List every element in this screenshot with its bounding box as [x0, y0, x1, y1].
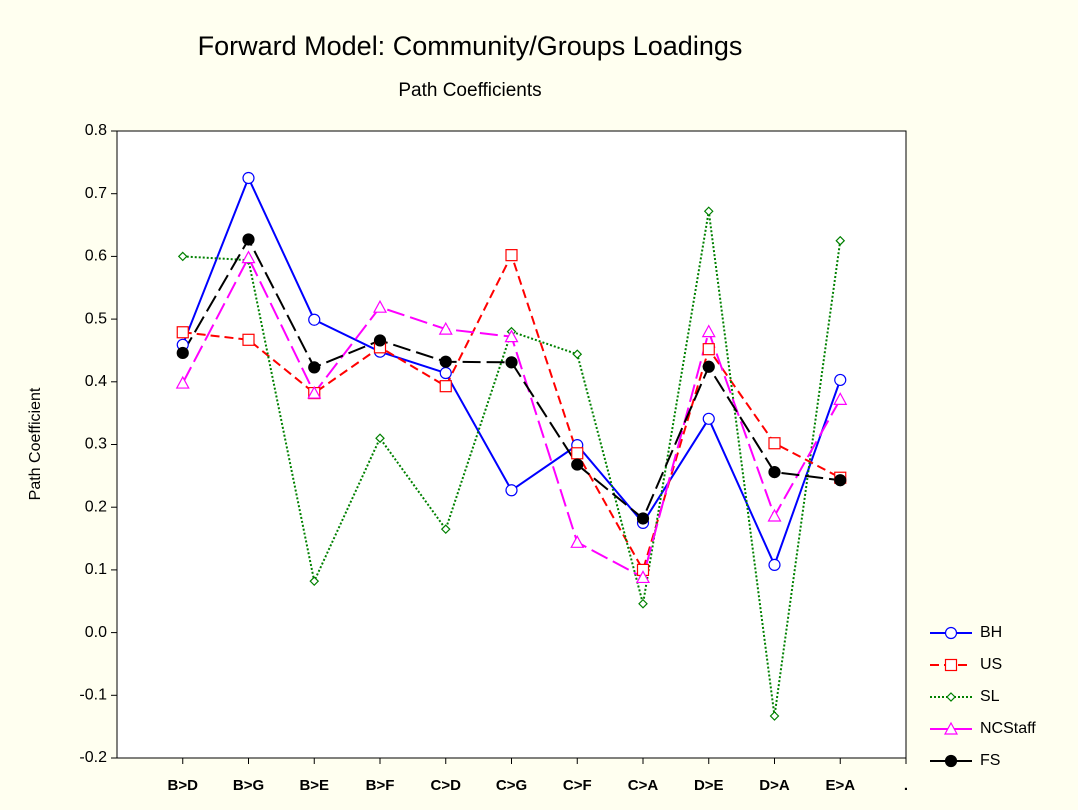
- point: [834, 474, 847, 487]
- legend-marker: [944, 754, 958, 768]
- x-tick-label: B>D: [168, 777, 199, 794]
- point: [438, 321, 453, 335]
- point: [570, 535, 585, 548]
- point: [767, 508, 782, 522]
- y-tick-label: 0.2: [85, 498, 107, 515]
- x-tick-label: D>A: [759, 777, 790, 794]
- y-tick-label: 0.7: [85, 185, 107, 202]
- point: [769, 711, 780, 721]
- point: [572, 349, 583, 360]
- point: [635, 570, 651, 584]
- point: [768, 437, 781, 450]
- x-tick-label: C>G: [496, 777, 527, 794]
- chart-subtitle: Path Coefficients: [398, 80, 541, 101]
- point: [176, 326, 189, 339]
- x-tick-label: B>G: [233, 777, 264, 794]
- x-tick-label: .: [904, 777, 908, 794]
- point: [309, 576, 320, 587]
- point: [175, 375, 190, 389]
- point: [440, 524, 451, 534]
- chart-title: Forward Model: Community/Groups Loadings: [198, 31, 743, 61]
- point: [702, 360, 715, 373]
- y-tick-label: 0.0: [85, 624, 107, 641]
- point: [571, 458, 584, 471]
- point: [372, 299, 388, 313]
- point: [833, 392, 848, 405]
- y-axis-label: Path Coefficient: [27, 387, 44, 500]
- legend-label: US: [980, 656, 1002, 673]
- y-tick-label: 0.3: [85, 436, 107, 453]
- x-tick-label: C>A: [628, 777, 659, 794]
- point: [702, 343, 715, 356]
- point: [701, 324, 716, 338]
- y-tick-label: -0.1: [79, 687, 107, 704]
- point: [505, 484, 518, 497]
- point: [636, 512, 650, 525]
- point: [834, 373, 847, 387]
- point: [439, 355, 452, 368]
- x-tick-label: B>E: [299, 777, 329, 794]
- point: [241, 250, 256, 264]
- point: [242, 333, 255, 346]
- point: [307, 385, 322, 399]
- point: [308, 361, 321, 374]
- legend-marker: [946, 692, 956, 702]
- legend-marker: [944, 626, 958, 640]
- point: [242, 233, 255, 246]
- point: [571, 447, 584, 460]
- x-tick-label: C>F: [563, 777, 592, 794]
- y-tick-label: 0.1: [85, 561, 107, 578]
- point: [177, 251, 188, 262]
- y-tick-label: 0.5: [85, 310, 107, 327]
- point: [505, 356, 518, 369]
- legend-marker: [944, 658, 958, 672]
- y-tick-label: -0.2: [79, 749, 107, 766]
- x-tick-label: E>A: [825, 777, 855, 794]
- series-line: [182, 211, 842, 717]
- point: [308, 313, 321, 326]
- legend-label: BH: [980, 624, 1002, 641]
- legend-label: SL: [980, 688, 1000, 705]
- point: [505, 249, 518, 262]
- x-tick-label: C>D: [431, 777, 462, 794]
- x-tick-label: B>F: [366, 777, 395, 794]
- legend-label: FS: [980, 752, 1000, 769]
- y-tick-label: 0.6: [85, 248, 107, 265]
- point: [439, 380, 452, 393]
- point: [373, 334, 387, 347]
- point: [703, 206, 714, 217]
- point: [638, 598, 648, 609]
- point: [375, 433, 385, 444]
- plot-area: [116, 130, 907, 759]
- point: [702, 412, 715, 425]
- point: [768, 465, 781, 479]
- legend-label: NCStaff: [980, 720, 1036, 737]
- legend-marker: [943, 721, 959, 735]
- y-tick-label: 0.8: [85, 122, 107, 139]
- point: [242, 171, 255, 185]
- point: [835, 235, 846, 246]
- point: [439, 366, 452, 380]
- point: [504, 329, 519, 343]
- x-tick-label: D>E: [694, 777, 724, 794]
- point: [176, 346, 189, 360]
- point: [768, 558, 781, 571]
- y-tick-label: 0.4: [85, 373, 107, 390]
